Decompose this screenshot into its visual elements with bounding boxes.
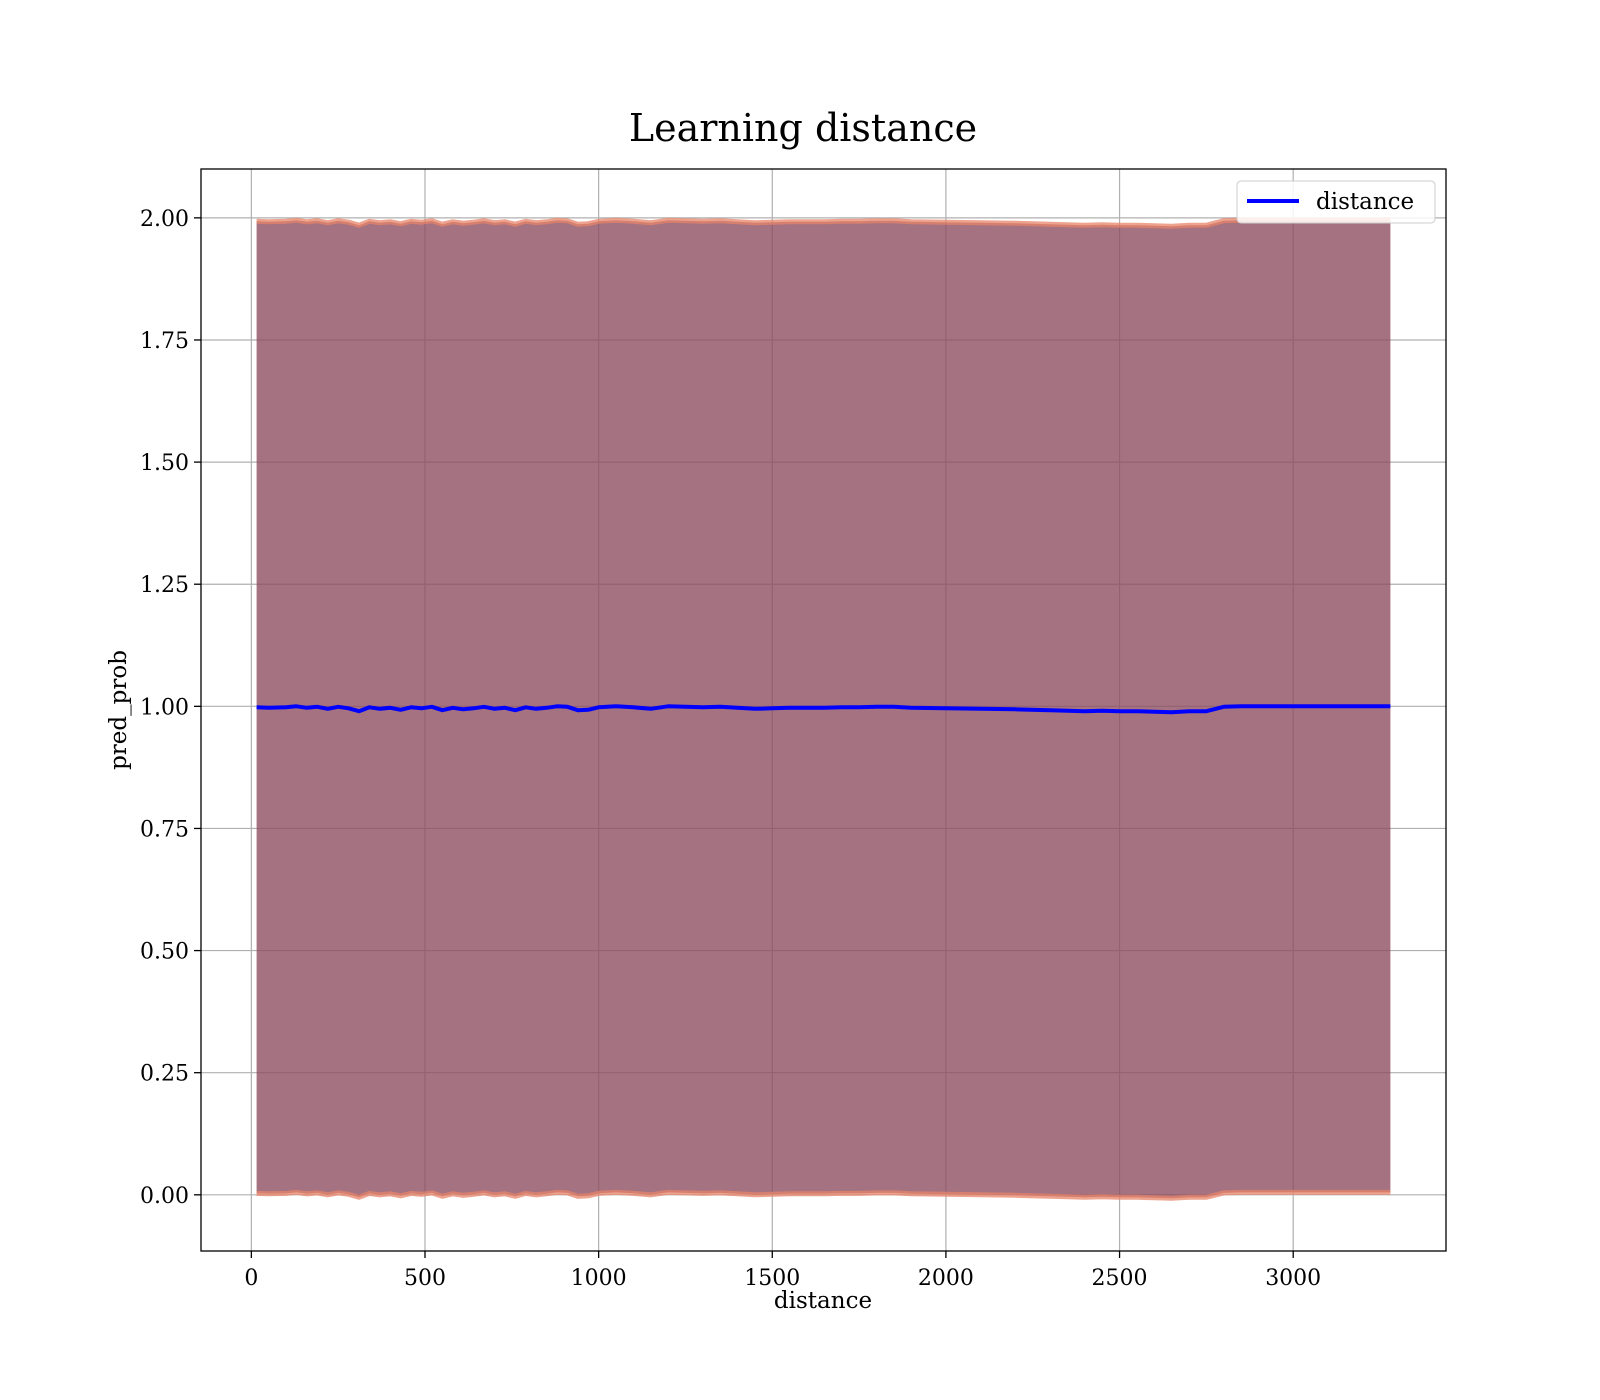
y-tick-label: 1.75 (140, 329, 189, 354)
legend-box (1236, 180, 1436, 224)
x-tick-label: 3000 (1265, 1266, 1321, 1291)
y-tick-label: 1.25 (140, 573, 189, 598)
y-axis-label: pred_prob (106, 650, 132, 770)
x-tick-label: 1500 (744, 1266, 800, 1291)
legend-label-distance: distance (1316, 189, 1414, 215)
band-upper-edge (256, 217, 1391, 229)
y-ticks: 0.00 0.25 0.50 0.75 1.00 1.25 1.50 1.75 2.00 (140, 207, 201, 1209)
y-tick-label: 1.00 (140, 695, 189, 720)
x-tick-label: 500 (404, 1266, 446, 1291)
y-tick-label: 0.25 (140, 1062, 189, 1087)
y-tick-label: 0.75 (140, 817, 189, 842)
legend: distance (1236, 180, 1436, 224)
x-axis-label: distance (774, 1288, 872, 1314)
y-tick-label: 0.00 (140, 1184, 189, 1209)
x-tick-label: 1000 (571, 1266, 627, 1291)
x-tick-label: 2500 (1092, 1266, 1148, 1291)
plot-frame (200, 168, 1447, 1252)
y-tick-label: 2.00 (140, 207, 189, 232)
series-line-distance (256, 704, 1391, 715)
y-tick-label: 0.50 (140, 940, 189, 965)
x-ticks: 0 500 1000 1500 2000 2500 3000 (244, 1251, 1321, 1291)
x-tick-label: 0 (244, 1266, 258, 1291)
y-tick-label: 1.50 (140, 451, 189, 476)
band-lower-edge (256, 1189, 1391, 1201)
line-layer (256, 704, 1391, 715)
chart-title: Learning distance (629, 106, 977, 150)
x-tick-label: 2000 (918, 1266, 974, 1291)
